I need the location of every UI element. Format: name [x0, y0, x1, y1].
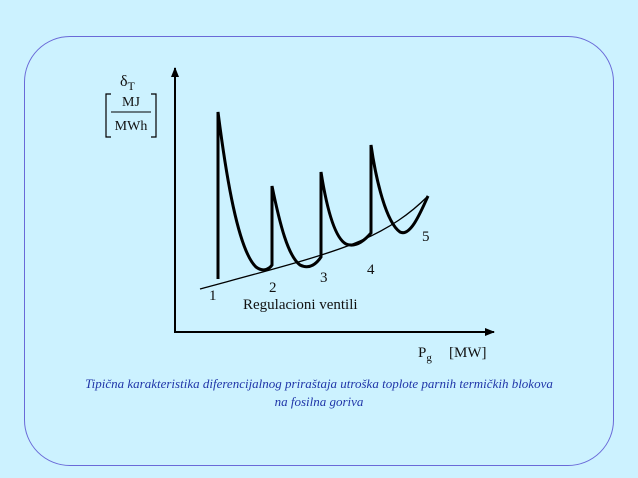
- caption-line-1: Tipična karakteristika diferencijalnog p…: [85, 376, 553, 391]
- x-axis-symbol: Pg: [418, 345, 432, 364]
- point-label-3: 3: [320, 270, 328, 286]
- point-label-5: 5: [422, 229, 430, 245]
- y-axis-unit-bracket-right: [151, 93, 157, 138]
- envelope-curve: [199, 195, 429, 290]
- figure-caption: Tipična karakteristika diferencijalnog p…: [0, 375, 638, 411]
- curve-label: Regulacioni ventili: [243, 297, 358, 313]
- slide-frame: [24, 36, 614, 466]
- valve-point-curve: [216, 111, 430, 279]
- y-axis-symbol: δT: [120, 73, 136, 93]
- point-label-2: 2: [269, 280, 277, 296]
- y-axis-unit-bracket-left: [105, 93, 111, 138]
- y-axis-unit-top: MJ: [122, 95, 140, 110]
- x-axis-unit: [MW]: [449, 345, 487, 361]
- point-label-4: 4: [367, 262, 375, 278]
- caption-line-2: na fosilna goriva: [274, 394, 364, 409]
- point-label-1: 1: [209, 288, 217, 304]
- y-axis-unit-bottom: MWh: [115, 119, 148, 134]
